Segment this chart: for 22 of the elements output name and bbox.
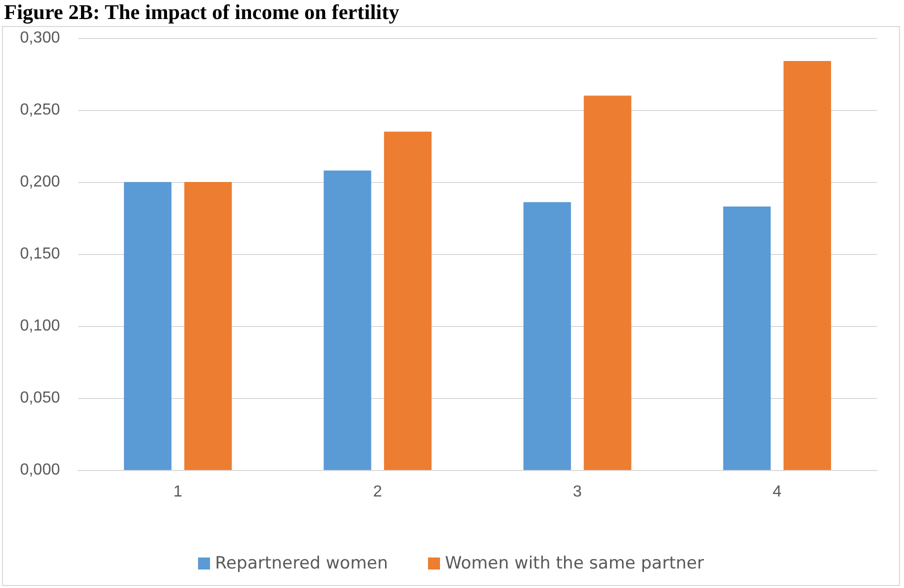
- bar: [723, 206, 771, 470]
- legend-label: Women with the same partner: [445, 554, 704, 574]
- y-tick-label: 0,200: [20, 174, 60, 190]
- x-tick-label: 3: [572, 484, 582, 500]
- bar: [523, 202, 571, 470]
- y-tick-label: 0,300: [20, 30, 60, 46]
- x-tick-label: 4: [772, 484, 782, 500]
- bar: [584, 96, 632, 470]
- bar: [784, 61, 832, 470]
- x-tick-label: 2: [373, 484, 382, 500]
- y-tick-label: 0,150: [20, 246, 60, 262]
- y-tick-label: 0,000: [20, 462, 60, 478]
- bar: [384, 132, 432, 470]
- legend-label: Repartnered women: [215, 554, 388, 574]
- bar: [124, 182, 172, 470]
- x-tick-label: 1: [173, 484, 182, 500]
- y-tick-label: 0,100: [20, 318, 60, 334]
- y-tick-label: 0,050: [20, 390, 60, 406]
- bar: [184, 182, 232, 470]
- chart-title: Figure 2B: The impact of income on fertility: [4, 0, 400, 25]
- bar: [324, 170, 372, 470]
- y-tick-label: 0,250: [20, 102, 60, 118]
